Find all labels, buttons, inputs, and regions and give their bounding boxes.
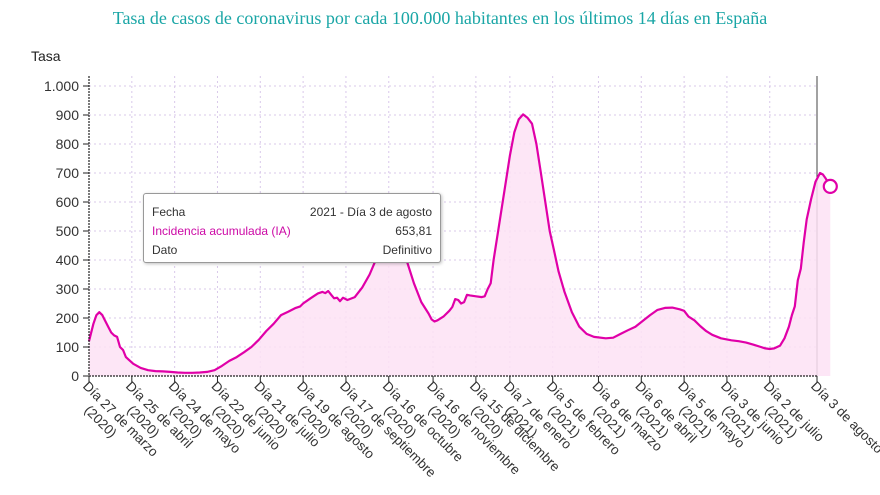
- y-tick-label: 0: [71, 368, 79, 384]
- tooltip-row-date: Fecha 2021 - Día 3 de agosto: [152, 203, 432, 222]
- chart-title: Tasa de casos de coronavirus por cada 10…: [112, 8, 768, 28]
- area-fill: [89, 114, 831, 377]
- y-tick-label: 1.000: [44, 78, 79, 94]
- tooltip-row-status: Dato Definitivo: [152, 241, 432, 260]
- y-tick-label: 800: [56, 136, 80, 152]
- y-tick-label: 700: [56, 165, 80, 181]
- y-tick-label: 600: [56, 194, 80, 210]
- y-axis-label: Tasa: [31, 48, 61, 64]
- tooltip-label: Incidencia acumulada (IA): [152, 224, 291, 238]
- y-tick-label: 200: [56, 310, 80, 326]
- y-tick-label: 900: [56, 107, 80, 123]
- tooltip-value: 653,81: [395, 224, 432, 238]
- tooltip-label: Dato: [152, 243, 178, 257]
- y-tick-label: 400: [56, 252, 80, 268]
- tooltip-value: 2021 - Día 3 de agosto: [309, 205, 432, 219]
- x-ticks: Día 27 de marzo(2020) Día 25 de abril(202…: [80, 376, 880, 480]
- series-line[interactable]: [87, 113, 832, 374]
- y-tick-label: 100: [56, 339, 80, 355]
- x-tick-label-line1: Día 3 de agosto: [808, 378, 880, 456]
- tooltip: Fecha 2021 - Día 3 de agosto Incidencia …: [143, 193, 441, 263]
- y-tick-label: 500: [56, 223, 80, 239]
- x-tick-label: Día 3 de agosto: [808, 378, 880, 456]
- y-ticks: 0 100 200 300 400 500 600 700 800 900 1.000: [44, 78, 89, 384]
- highlight-point[interactable]: [822, 178, 838, 194]
- tooltip-value: Definitivo: [382, 243, 432, 257]
- tooltip-label: Fecha: [152, 205, 186, 219]
- tooltip-row-incidence: Incidencia acumulada (IA) 653,81: [152, 222, 432, 241]
- y-tick-label: 300: [56, 281, 80, 297]
